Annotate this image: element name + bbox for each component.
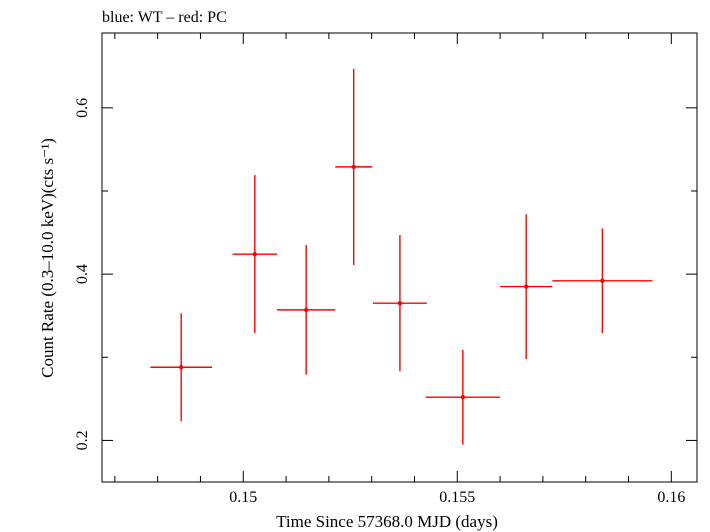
data-point: [460, 394, 466, 400]
x-tick-label: 0.155: [439, 489, 475, 506]
y-axis-label: Count Rate (0.3–10.0 keV)(cts s⁻¹): [38, 138, 57, 378]
data-point: [252, 251, 258, 257]
y-tick-label: 0.2: [74, 430, 91, 450]
data-point: [524, 284, 529, 289]
plot-frame: [101, 32, 698, 483]
data-point: [178, 365, 184, 370]
y-tick-label: 0.4: [74, 264, 91, 284]
chart-title: blue: WT – red: PC: [102, 9, 227, 26]
data-point: [397, 301, 403, 306]
x-axis-ticks: 0.15 0.155 0.16: [114, 33, 685, 506]
y-axis-ticks: 0.2 0.4 0.6: [74, 98, 697, 450]
y-tick-label: 0.6: [74, 98, 91, 118]
data-points: [150, 68, 653, 445]
data-point: [303, 307, 309, 313]
x-tick-label: 0.15: [229, 489, 257, 506]
data-point: [600, 278, 605, 283]
data-point: [351, 164, 356, 170]
x-axis-label: Time Since 57368.0 MJD (days): [276, 512, 498, 531]
x-tick-label: 0.16: [657, 489, 685, 506]
